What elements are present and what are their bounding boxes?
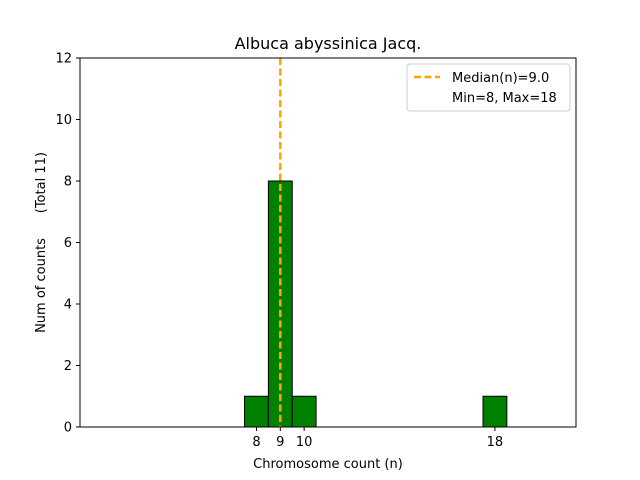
chart-title: Albuca abyssinica Jacq.	[235, 34, 422, 53]
y-tick-label: 12	[55, 52, 72, 67]
y-tick-label: 4	[64, 298, 72, 313]
histogram-bar	[244, 395, 269, 428]
legend-box	[406, 63, 571, 112]
x-axis-label: Chromosome count (n)	[253, 457, 403, 472]
histogram-bar	[482, 395, 508, 428]
x-tick-label: 10	[296, 435, 313, 450]
y-tick-label: 0	[64, 421, 72, 436]
y-tick-label: 6	[64, 236, 72, 251]
y-axis-ticks: 0 2 4 6 8 10 12	[55, 52, 80, 436]
histogram-bar	[291, 395, 317, 428]
legend-median-label: Median(n)=9.0	[452, 71, 549, 86]
y-axis-label: Num of counts (Total 11)	[34, 152, 49, 333]
y-tick-label: 2	[64, 359, 72, 374]
legend-minmax-label: Min=8, Max=18	[452, 91, 557, 106]
x-tick-label: 9	[276, 435, 284, 450]
x-axis-ticks: 8 9 10 18	[252, 427, 503, 450]
plot-area-frame	[79, 57, 577, 428]
x-tick-label: 8	[252, 435, 260, 450]
x-tick-label: 18	[487, 435, 504, 450]
y-tick-label: 8	[64, 175, 72, 190]
legend: Median(n)=9.0 Min=8, Max=18	[406, 63, 571, 112]
y-tick-label: 10	[55, 113, 72, 128]
